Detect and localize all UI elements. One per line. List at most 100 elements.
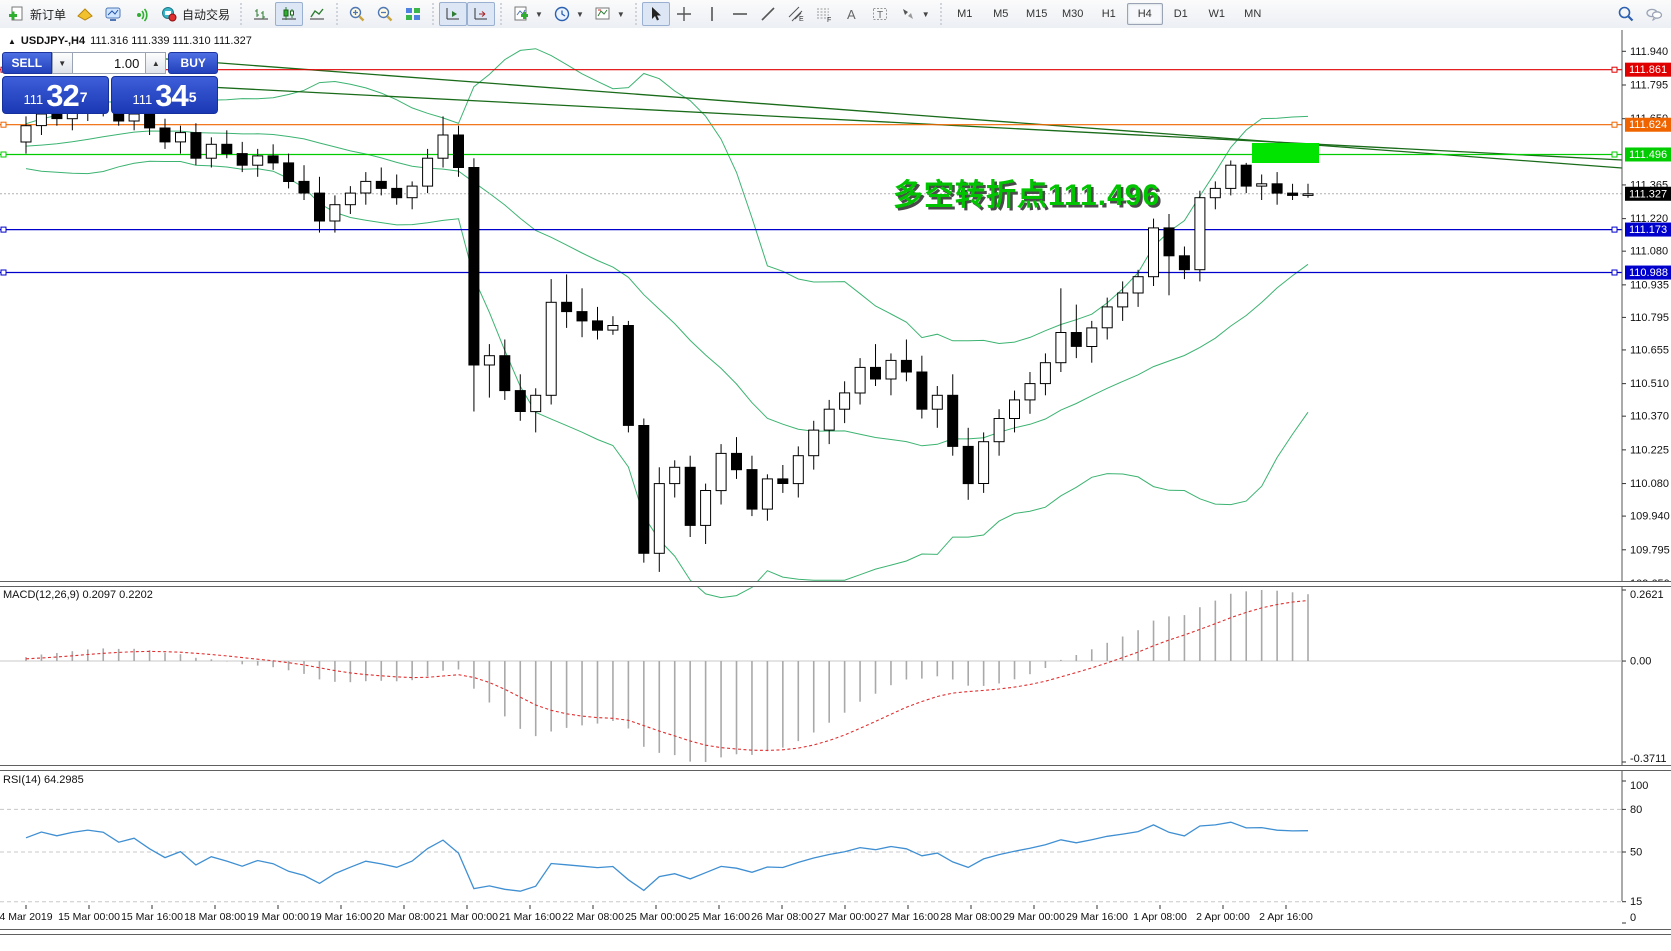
terminal-button[interactable] [99, 2, 127, 26]
toolbar-separator [432, 3, 435, 25]
timeframe-mn[interactable]: MN [1244, 8, 1262, 20]
text-tool-button[interactable]: A [838, 2, 866, 26]
chart-annotation-text[interactable]: 多空转折点111.496 [893, 179, 1161, 212]
chart-shift-button[interactable] [467, 2, 496, 26]
search-icon[interactable] [1617, 5, 1635, 23]
buy-price-whole: 111 [132, 92, 153, 107]
current-price-badge-label: 111.327 [1629, 188, 1667, 200]
buy-button[interactable]: BUY [168, 52, 219, 74]
timeframe-m30[interactable]: M30 [1062, 8, 1084, 20]
line-chart-mode-button[interactable] [303, 2, 331, 26]
zoom-in-button[interactable] [343, 2, 371, 26]
panel-splitter[interactable] [0, 929, 1671, 935]
price-tick-label: 110.795 [1630, 312, 1669, 324]
volume-increase-button[interactable]: ▲ [145, 52, 167, 74]
candle-bear [453, 134, 464, 168]
chart-canvas[interactable]: 111.940111.795111.650111.365111.220111.0… [0, 28, 1671, 951]
vertical-line-tool-button[interactable] [698, 2, 726, 26]
label-tool-button[interactable]: T [866, 2, 894, 26]
signals-button[interactable] [127, 2, 155, 26]
hline-handle-right[interactable] [1611, 121, 1618, 128]
hline-handle-left[interactable] [0, 269, 7, 276]
hline-handle-right[interactable] [1611, 151, 1618, 158]
hline-handle-left[interactable] [0, 121, 7, 128]
hline-handle-left[interactable] [0, 226, 7, 233]
zoom-out-button[interactable] [371, 2, 399, 26]
highlight-rectangle[interactable] [1252, 143, 1319, 163]
bar-chart-mode-button[interactable] [247, 2, 275, 26]
trendline-icon [761, 7, 775, 21]
candle-bull [530, 394, 542, 413]
crosshair-icon [676, 7, 691, 21]
hline-handle-right[interactable] [1611, 226, 1618, 233]
candle-bull [1039, 362, 1051, 385]
signals-icon [137, 8, 148, 22]
timeframe-m5[interactable]: M5 [993, 8, 1009, 20]
tile-windows-icon [406, 8, 421, 20]
price-tick-label: 110.370 [1630, 411, 1669, 423]
hline-handle-left[interactable] [0, 151, 7, 158]
candle-bull [20, 125, 32, 143]
candle-bull [1009, 399, 1020, 419]
equidistant-channel-icon: E [788, 6, 804, 23]
candle-bear [746, 469, 758, 510]
templates-button[interactable]: ▼ [589, 2, 630, 26]
svg-text:A: A [847, 7, 856, 22]
candle-bull [669, 466, 681, 485]
buy-price-button[interactable]: 111 34 5 [111, 76, 218, 114]
hline-handle-right[interactable] [1611, 66, 1618, 73]
market-watch-button[interactable] [71, 2, 99, 26]
timeframe-d1[interactable]: D1 [1173, 8, 1188, 20]
timeframe-m15[interactable]: M15 [1026, 8, 1048, 20]
auto-scroll-button[interactable] [439, 2, 468, 26]
trendline-1[interactable] [139, 56, 1623, 169]
macd-scale-label: 0.00 [1630, 656, 1651, 668]
timeframe-h1[interactable]: H1 [1101, 8, 1116, 20]
terminal-icon [105, 7, 121, 21]
volume-input[interactable]: 1.00 [72, 52, 146, 74]
tile-windows-button[interactable] [399, 2, 427, 26]
candle-bear [499, 355, 511, 392]
trendline-2[interactable] [149, 83, 1623, 161]
sell-button[interactable]: SELL [2, 52, 52, 74]
timeframe-w1[interactable]: W1 [1208, 8, 1225, 20]
macd-indicator-label: MACD(12,26,9) 0.2097 0.2202 [3, 589, 153, 601]
candle-bull [761, 478, 773, 510]
horizontal-line-icon [732, 13, 747, 15]
collapse-triangle-icon[interactable]: ▲ [8, 36, 16, 46]
crosshair-tool-button[interactable] [670, 2, 698, 26]
panel-splitter[interactable] [0, 581, 1671, 587]
hline-110.988-badge [1625, 265, 1671, 280]
channel-tool-button[interactable]: E [782, 2, 810, 26]
timeframe-h4[interactable]: H4 [1126, 3, 1163, 25]
timeframe-m1[interactable]: M1 [957, 8, 973, 20]
hline-handle-right[interactable] [1611, 269, 1618, 276]
sell-price-button[interactable]: 111 32 7 [2, 76, 109, 114]
horizontal-line-tool-button[interactable] [726, 2, 754, 26]
rsi-indicator-label: RSI(14) 64.2985 [3, 774, 84, 786]
chart-window[interactable]: 111.940111.795111.650111.365111.220111.0… [0, 28, 1671, 951]
fibonacci-tool-button[interactable]: F [810, 2, 838, 26]
new-order-button[interactable]: 新订单 [3, 2, 71, 26]
candle-chart-mode-button[interactable] [275, 2, 304, 26]
cursor-tool-button[interactable] [641, 2, 670, 26]
volume-decrease-button[interactable]: ▼ [51, 52, 73, 74]
sell-price-sup: 7 [79, 89, 88, 105]
price-tick-label: 109.940 [1630, 511, 1670, 523]
rsi-scale-label: 80 [1630, 804, 1642, 816]
autotrade-label: 自动交易 [182, 7, 231, 22]
candle-bull [483, 355, 495, 366]
autotrade-button[interactable]: 自动交易 [155, 2, 235, 26]
trendline-tool-button[interactable] [754, 2, 782, 26]
panel-splitter[interactable] [0, 765, 1671, 771]
candle-bear [916, 371, 928, 410]
dropdown-caret: ▼ [616, 9, 625, 19]
community-chat-icon[interactable] [1645, 5, 1663, 23]
symbol-period-label: USDJPY-,H4 [20, 35, 86, 47]
candle-bear [514, 390, 526, 413]
arrows-tool-button[interactable]: ▼ [894, 2, 935, 26]
new-order-label: 新订单 [30, 7, 67, 22]
indicators-button[interactable]: ▼ [507, 2, 548, 26]
periods-button[interactable]: ▼ [548, 2, 589, 26]
